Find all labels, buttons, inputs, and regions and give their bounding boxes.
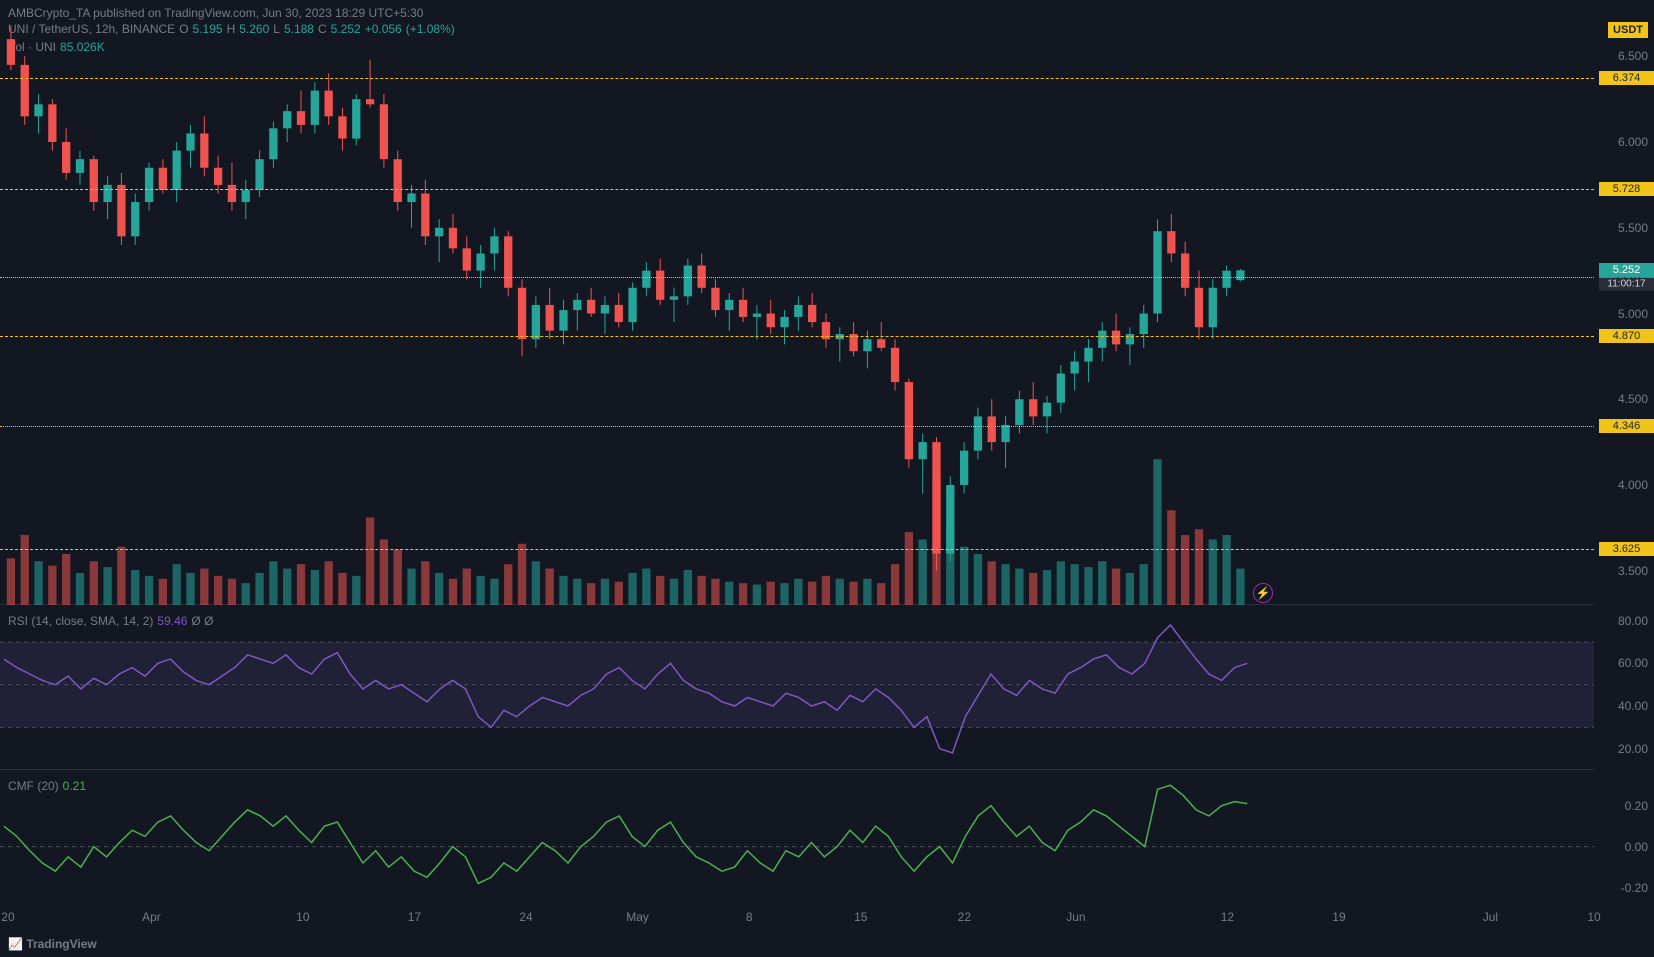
time-axis-label: 15 — [854, 910, 867, 924]
time-axis-label: 12 — [1221, 910, 1234, 924]
price-line-label: 4.346 — [1599, 419, 1654, 433]
rsi-axis-label: 20.00 — [1618, 742, 1648, 756]
support-resistance-line[interactable] — [0, 549, 1594, 550]
time-axis-label: Jul — [1483, 910, 1498, 924]
price-panel[interactable] — [0, 22, 1594, 605]
price-axis-label: 5.000 — [1618, 307, 1648, 321]
price-axis-label: 5.500 — [1618, 221, 1648, 235]
cmf-legend: CMF (20) 0.21 — [8, 779, 86, 793]
time-axis-label: 24 — [519, 910, 532, 924]
price-line-label: 5.728 — [1599, 182, 1654, 196]
time-axis[interactable]: 20Apr101724May81522Jun1219Jul10 — [0, 910, 1594, 930]
cmf-value: 0.21 — [63, 779, 86, 793]
price-line-label: 4.870 — [1599, 329, 1654, 343]
support-resistance-line[interactable] — [0, 426, 1594, 427]
rsi-axis-label: 40.00 — [1618, 699, 1648, 713]
price-axis-label: 6.000 — [1618, 135, 1648, 149]
price-line-label: 3.625 — [1599, 542, 1654, 556]
quote-currency-badge: USDT — [1608, 22, 1648, 38]
last-price-label: 5.252 — [1599, 263, 1654, 277]
chart-container: AMBCrypto_TA published on TradingView.co… — [0, 0, 1654, 957]
support-resistance-line[interactable] — [0, 277, 1594, 278]
rsi-value: 59.46 — [157, 614, 187, 628]
support-resistance-line[interactable] — [0, 78, 1594, 79]
price-axis-label: 3.500 — [1618, 564, 1648, 578]
price-axis-label: 4.000 — [1618, 478, 1648, 492]
time-axis-label: Apr — [142, 910, 161, 924]
rsi-panel[interactable] — [0, 610, 1594, 770]
tradingview-logo: 📈 TradingView — [8, 937, 97, 951]
candlestick-svg — [0, 22, 1594, 605]
time-axis-label: 17 — [408, 910, 421, 924]
publisher-text: AMBCrypto_TA published on TradingView.co… — [8, 6, 423, 20]
support-resistance-line[interactable] — [0, 189, 1594, 190]
price-line-label: 6.374 — [1599, 71, 1654, 85]
rsi-label: RSI (14, close, SMA, 14, 2) — [8, 614, 153, 628]
cmf-svg — [0, 775, 1594, 908]
cmf-axis-label: -0.20 — [1621, 881, 1648, 895]
cmf-axis-label: 0.00 — [1625, 840, 1648, 854]
time-axis-label: 20 — [1, 910, 14, 924]
time-axis-label: 8 — [746, 910, 753, 924]
rsi-legend: RSI (14, close, SMA, 14, 2) 59.46 Ø Ø — [8, 614, 213, 628]
rsi-svg — [0, 610, 1594, 770]
price-axis-label: 4.500 — [1618, 392, 1648, 406]
rsi-axis-label: 80.00 — [1618, 614, 1648, 628]
time-axis-label: Jun — [1066, 910, 1085, 924]
time-axis-label: 22 — [958, 910, 971, 924]
tv-icon: 📈 — [8, 937, 23, 951]
cmf-panel[interactable] — [0, 775, 1594, 908]
time-axis-label: 19 — [1332, 910, 1345, 924]
price-axis-label: 6.500 — [1618, 49, 1648, 63]
time-axis-label: May — [626, 910, 649, 924]
time-axis-label: 10 — [1587, 910, 1600, 924]
countdown-label: 11:00:17 — [1599, 278, 1654, 291]
support-resistance-line[interactable] — [0, 336, 1594, 337]
time-axis-label: 10 — [296, 910, 309, 924]
cmf-axis-label: 0.20 — [1625, 799, 1648, 813]
rsi-axis-label: 60.00 — [1618, 656, 1648, 670]
rsi-extra: Ø Ø — [191, 614, 213, 628]
cmf-label: CMF (20) — [8, 779, 59, 793]
